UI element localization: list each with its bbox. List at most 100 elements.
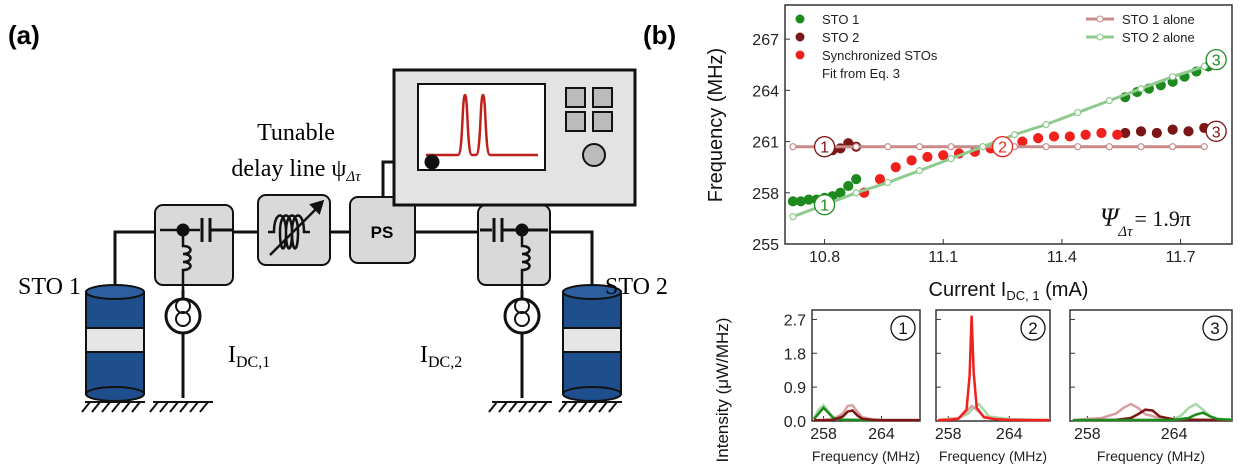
ps-label: PS: [371, 223, 394, 242]
open-marker: [1042, 120, 1050, 129]
panel-number: 1: [898, 319, 907, 338]
x-tick-label: 258: [935, 426, 962, 443]
plot-frame: [935, 309, 1051, 422]
button: [592, 87, 613, 108]
legend-marker: [795, 32, 805, 42]
panel-label: (b): [643, 20, 676, 50]
knob: [582, 143, 606, 167]
open-marker: [947, 143, 955, 151]
bias-label: IDC,2: [420, 342, 462, 371]
x-tick-label: 264: [996, 426, 1023, 443]
annotation: 3: [1212, 124, 1221, 141]
panel-number-ring: [1202, 315, 1228, 341]
y-tick-label: 264: [752, 83, 779, 100]
annotation-ring: [1205, 48, 1227, 71]
y-axis-label: Intensity (μW/MHz): [713, 318, 732, 463]
open-marker: [884, 178, 892, 187]
annotation: 3: [1212, 53, 1221, 70]
open-marker: [1105, 96, 1113, 105]
inductor: [181, 230, 192, 290]
x-tick-label: 258: [810, 426, 837, 443]
x-axis-label: Frequency (MHz): [939, 448, 1047, 464]
legend-label: STO 1 alone: [1122, 12, 1195, 27]
analyzer-trace: [426, 93, 538, 157]
data-point: [1017, 136, 1028, 147]
label-subscript: DC,1: [236, 354, 270, 371]
annotation-ring: [813, 136, 836, 158]
sto-device: [85, 284, 145, 402]
open-marker: [1010, 131, 1019, 139]
data-point: [1048, 131, 1060, 142]
x-axis-label: Current IDC, 1 (mA): [929, 279, 1089, 303]
legend-label: STO 2: [822, 30, 859, 45]
delay-line-label: Tunable: [257, 120, 335, 146]
x-tick-label: 11.7: [1166, 249, 1196, 266]
inductor: [520, 230, 531, 290]
x-tick-label: 10.8: [809, 249, 840, 266]
annotation: 2: [998, 140, 1007, 157]
current-source: [503, 297, 541, 335]
open-marker: [1169, 143, 1177, 151]
sto-label: STO 1: [18, 274, 81, 300]
data-point: [890, 162, 901, 173]
x-tick-label: 264: [868, 426, 895, 443]
data-point: [1151, 127, 1162, 139]
series-line: [1072, 411, 1233, 422]
panel-number-ring: [890, 315, 916, 341]
open-marker: [1169, 73, 1177, 81]
open-marker: [1200, 62, 1208, 71]
port: [424, 154, 440, 170]
current-source: [175, 311, 191, 327]
arrow: [269, 204, 321, 256]
x-tick-label: 258: [1074, 426, 1101, 443]
legend-label: Synchronized STOs: [822, 48, 938, 63]
legend-marker: [795, 50, 805, 60]
label-subscript: Δτ: [1117, 224, 1133, 240]
plot-frame: [784, 4, 1233, 245]
annotation: 1: [820, 198, 829, 215]
open-marker: [1200, 143, 1208, 151]
label-text: Ψ: [1100, 203, 1121, 232]
y-tick-label: 258: [752, 186, 779, 203]
wire: [113, 230, 160, 292]
label-subscript: Δτ: [345, 169, 361, 185]
label-text: = 1.9π: [1134, 206, 1191, 231]
open-marker: [915, 166, 924, 175]
panel-number: 2: [1028, 319, 1037, 338]
series-line: [937, 404, 1051, 422]
data-point: [835, 187, 846, 198]
panel-number: 3: [1210, 319, 1219, 338]
open-marker: [789, 143, 797, 151]
data-point: [906, 155, 917, 166]
chart: 10.8 11.1 11.4 11.7 255 258 261 264 267 Frequency…: [705, 4, 1233, 303]
y-tick-label: 255: [752, 237, 779, 254]
open-marker: [1105, 143, 1113, 151]
chart: 258 264 0.0 0.9 1.8 2.7 Intensity (μW/MHz) Freq…: [713, 309, 921, 464]
open-marker: [852, 189, 860, 197]
bias-tee: [154, 204, 234, 286]
x-axis-label: Frequency (MHz): [812, 448, 920, 464]
sto-label: STO 2: [605, 274, 668, 300]
data-point: [1112, 129, 1123, 140]
y-tick-label: 1.8: [784, 346, 806, 363]
sto-device: [562, 284, 622, 402]
psi-annotation: ΨΔτ= 1.9π: [1100, 203, 1191, 240]
button: [565, 87, 586, 108]
annotation-ring: [813, 194, 836, 216]
legend-marker: [795, 14, 805, 24]
open-marker: [852, 143, 860, 151]
legend-marker: [1096, 15, 1104, 23]
button: [592, 111, 613, 132]
y-tick-label: 0.9: [784, 380, 806, 397]
data-point: [1183, 126, 1194, 137]
open-marker: [1074, 143, 1082, 151]
bias-tee: [477, 204, 551, 286]
wire: [548, 230, 594, 292]
y-tick-label: 267: [752, 32, 779, 49]
bias-label: IDC,1: [228, 342, 270, 371]
series-line: [813, 409, 920, 422]
open-marker: [1137, 85, 1145, 93]
open-marker: [979, 143, 987, 151]
annotation: 1: [820, 140, 829, 157]
